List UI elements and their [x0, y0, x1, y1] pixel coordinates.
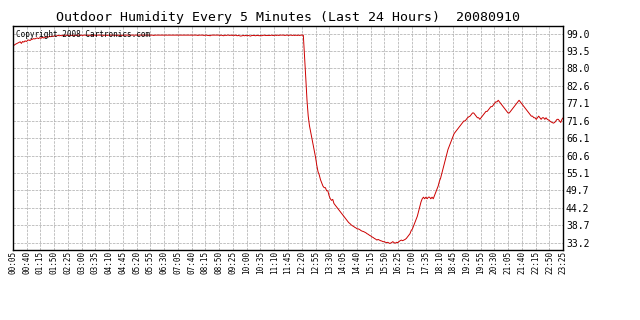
Text: Copyright 2008 Cartronics.com: Copyright 2008 Cartronics.com — [15, 30, 150, 39]
Title: Outdoor Humidity Every 5 Minutes (Last 24 Hours)  20080910: Outdoor Humidity Every 5 Minutes (Last 2… — [56, 12, 520, 24]
